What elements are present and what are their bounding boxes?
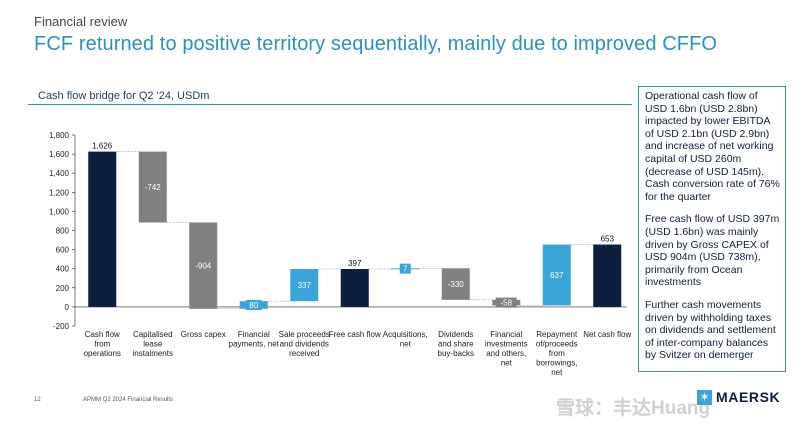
- category-label: from: [549, 349, 565, 358]
- y-tick-label: 200: [56, 284, 70, 293]
- page-number: 12: [34, 397, 41, 403]
- category-label: instalments: [133, 349, 173, 358]
- y-tick-label: 1,600: [49, 150, 70, 159]
- category-label: Financial: [238, 330, 270, 339]
- waterfall-bar: [593, 244, 622, 307]
- watermark-text: 雪球：丰达Huang: [556, 398, 711, 419]
- bar-value-label: -58: [500, 299, 512, 308]
- category-label: Dividends: [438, 330, 473, 339]
- bar-value-label: 397: [348, 259, 362, 268]
- y-tick-label: 800: [56, 227, 70, 236]
- category-label: investments: [485, 340, 528, 349]
- bar-value-label: 637: [550, 271, 564, 280]
- chart-title: Cash flow bridge for Q2 '24, USDm: [38, 90, 210, 102]
- bar-value-label: -330: [448, 280, 465, 289]
- waterfall-bar: [542, 244, 571, 306]
- category-label: and dividends: [280, 340, 329, 349]
- value-label-backdrop: [399, 263, 411, 274]
- chart-title-rule: [28, 104, 632, 105]
- commentary-further-cash-movements: Further cash movements driven by withhol…: [645, 298, 776, 362]
- category-label: Repayment: [536, 330, 578, 339]
- category-label: Free cash flow: [329, 330, 381, 339]
- page-headline: FCF returned to positive territory seque…: [34, 33, 718, 55]
- y-tick-label: -200: [53, 322, 70, 331]
- category-label: Gross capex: [181, 330, 226, 339]
- category-label: Cash flow: [85, 330, 120, 339]
- maersk-logo: ✶ MAERSK: [697, 389, 780, 405]
- category-label: net: [501, 359, 513, 368]
- category-label: received: [289, 349, 319, 358]
- bar-value-label: 653: [601, 235, 615, 244]
- footer-document-title: APMM Q2 2024 Financial Results: [83, 397, 174, 403]
- category-label: of/proceeds: [536, 340, 578, 349]
- category-label: operations: [84, 349, 121, 358]
- bar-value-label: 7: [403, 265, 408, 274]
- y-tick-label: 1,200: [49, 188, 70, 197]
- category-label: lease: [143, 340, 163, 349]
- category-label: Net cash flow: [583, 330, 631, 339]
- category-label: payments, net: [229, 340, 280, 349]
- value-label-backdrop: [495, 297, 517, 308]
- waterfall-bar: [138, 151, 167, 223]
- waterfall-bar: [88, 151, 117, 307]
- category-label: net: [400, 340, 412, 349]
- waterfall-chart: -200 0 200 400 600 800 1,000 1,200 1,400 1,600 1,8…: [49, 131, 632, 377]
- waterfall-bar: [441, 268, 470, 300]
- category-label: from: [94, 340, 110, 349]
- value-label-backdrop: [245, 299, 262, 310]
- y-tick-label: 600: [56, 246, 70, 255]
- y-tick-label: 400: [56, 265, 70, 274]
- commentary-free-cash-flow: Free cash flow of USD 397m (USD 1.6bn) w…: [645, 213, 780, 289]
- star-icon: ✶: [697, 389, 712, 405]
- category-label: buy-backs: [438, 349, 474, 358]
- bar-value-label: -904: [195, 262, 212, 271]
- commentary-operational-cash-flow: Operational cash flow of USD 1.6bn (USD …: [645, 90, 780, 203]
- category-label: and share: [438, 340, 474, 349]
- waterfall-bar: [189, 222, 218, 309]
- y-tick-label: 1,800: [49, 131, 70, 140]
- waterfall-bar: [290, 268, 319, 302]
- category-label: net: [551, 368, 563, 377]
- bar-value-label: 337: [298, 281, 312, 290]
- waterfall-bar: [340, 268, 369, 307]
- category-label: Sale proceeds: [279, 330, 330, 339]
- bar-value-label: 80: [249, 301, 258, 310]
- y-tick-label: 0: [65, 303, 70, 312]
- y-tick-label: 1,400: [49, 169, 70, 178]
- category-label: Financial: [490, 330, 522, 339]
- commentary-box: Operational cash flow of USD 1.6bn (USD …: [638, 86, 786, 372]
- y-tick-label: 1,000: [49, 207, 70, 216]
- section-label: Financial review: [34, 14, 128, 29]
- logo-wordmark: MAERSK: [716, 389, 781, 405]
- category-label: borrowings,: [536, 359, 577, 368]
- category-label: Capitalised: [133, 330, 173, 339]
- bar-value-label: -742: [145, 183, 162, 192]
- category-label: and others,: [486, 349, 526, 358]
- bar-value-label: 1,626: [92, 142, 113, 151]
- category-label: Acquisitions,: [383, 330, 428, 339]
